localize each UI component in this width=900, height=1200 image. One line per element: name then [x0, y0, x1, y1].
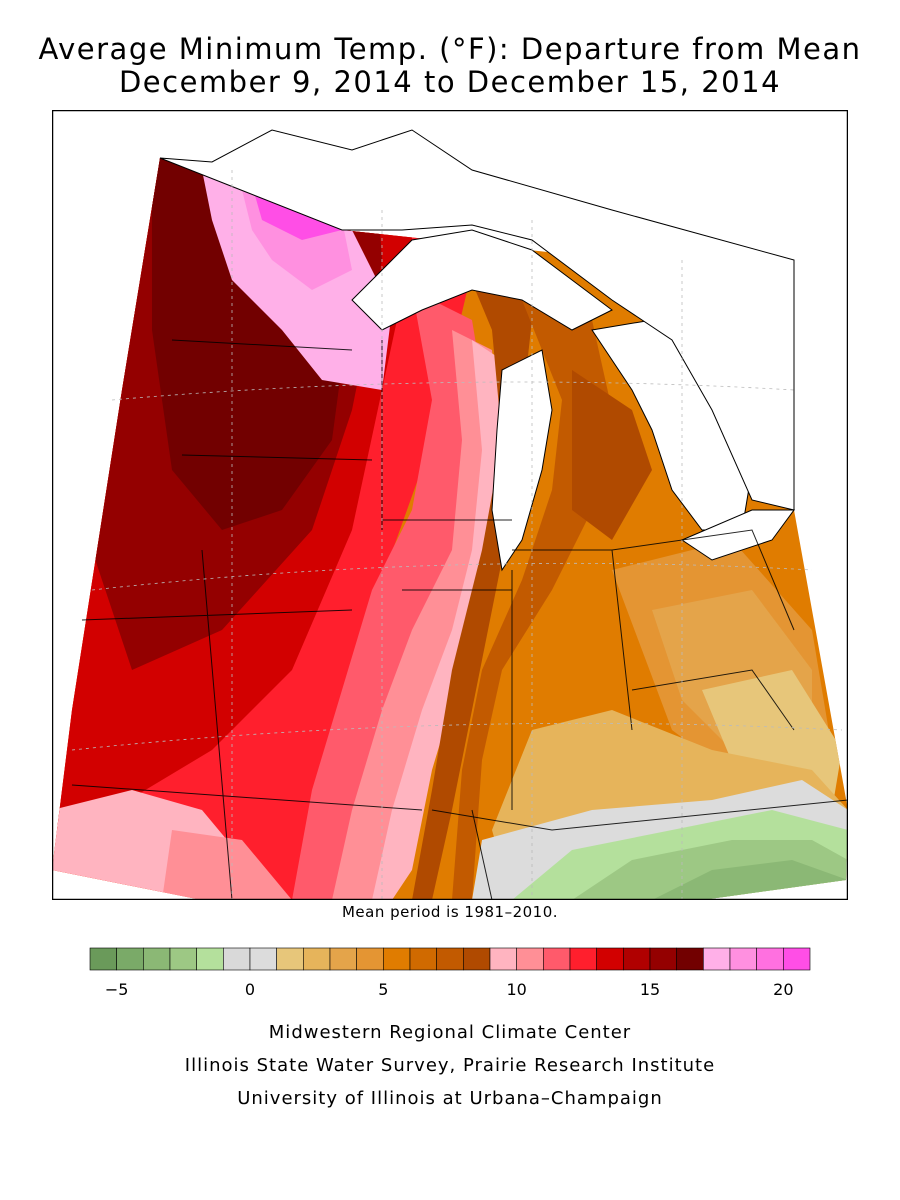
legend-swatch — [756, 947, 784, 971]
legend-swatch — [169, 947, 197, 971]
legend-tick-label: 5 — [378, 980, 388, 999]
credit-line-1: Midwestern Regional Climate Center — [268, 1022, 632, 1043]
great-lakes — [351, 229, 795, 572]
legend-swatch — [116, 947, 144, 971]
lat-lon-grid — [71, 170, 843, 900]
legend-swatch — [649, 947, 677, 971]
legend-tick-label: 15 — [640, 980, 660, 999]
legend-tick-label: 10 — [506, 980, 526, 999]
legend-swatch — [223, 947, 251, 971]
legend-swatch — [143, 947, 171, 971]
legend-tick-label: −5 — [105, 980, 129, 999]
title-line-2: December 9, 2014 to December 15, 2014 — [118, 65, 782, 99]
legend-swatch — [249, 947, 277, 971]
legend-swatch — [436, 947, 464, 971]
legend-swatch — [89, 947, 117, 971]
legend-swatch — [676, 947, 704, 971]
credit-line-3: University of Illinois at Urbana–Champai… — [237, 1088, 663, 1109]
legend-swatch — [196, 947, 224, 971]
legend-swatch — [596, 947, 624, 971]
legend-swatch — [303, 947, 331, 971]
legend-swatch — [516, 947, 544, 971]
map-frame — [52, 110, 848, 900]
legend-tick-label: 0 — [245, 980, 255, 999]
northern-land — [159, 129, 795, 511]
color-legend: −5 0 5 10 15 20 — [89, 947, 811, 999]
temperature-departure-map — [52, 110, 848, 900]
lake-michigan — [491, 349, 553, 572]
legend-tick-label: 20 — [773, 980, 793, 999]
legend-swatch — [276, 947, 304, 971]
legend-swatch — [543, 947, 571, 971]
legend-swatch — [729, 947, 757, 971]
legend-swatch — [329, 947, 357, 971]
legend-swatch — [703, 947, 731, 971]
legend-swatch — [569, 947, 597, 971]
title-line-1: Average Minimum Temp. (°F): Departure fr… — [38, 32, 862, 66]
legend-swatch — [383, 947, 411, 971]
legend-swatch — [489, 947, 517, 971]
legend-swatch — [409, 947, 437, 971]
legend-swatch — [463, 947, 491, 971]
mean-period-note: Mean period is 1981–2010. — [341, 903, 559, 921]
lake-erie — [680, 509, 795, 561]
legend-swatch — [623, 947, 651, 971]
lake-superior — [351, 229, 613, 331]
legend-swatch — [356, 947, 384, 971]
credit-line-2: Illinois State Water Survey, Prairie Res… — [184, 1055, 716, 1076]
legend-swatch — [783, 947, 811, 971]
